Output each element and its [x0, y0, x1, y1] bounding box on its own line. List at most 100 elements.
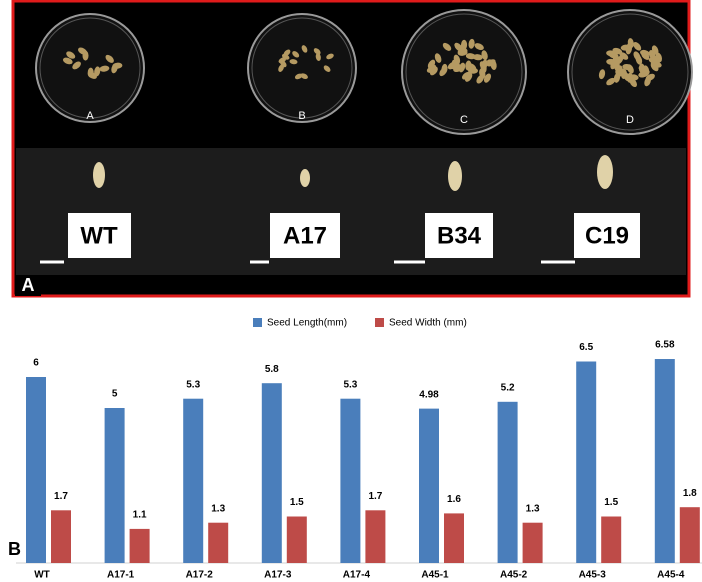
- seed: [483, 73, 492, 83]
- bar: [419, 408, 439, 563]
- dishes: A B C D: [35, 9, 693, 191]
- line-label: C19: [585, 222, 629, 249]
- x-tick-label: A45-4: [657, 570, 685, 581]
- bar: [340, 398, 361, 563]
- bar: [365, 510, 386, 563]
- seed: [620, 69, 627, 79]
- x-tick-label: A45-3: [579, 570, 607, 581]
- seed: [294, 73, 303, 80]
- line-box: [574, 213, 640, 258]
- petri-rim: [405, 13, 523, 131]
- legend-label: Seed Length(mm): [267, 318, 347, 329]
- seed: [453, 54, 461, 65]
- seed: [480, 63, 487, 74]
- bar: [104, 408, 125, 563]
- seed: [72, 61, 81, 70]
- seed: [63, 57, 73, 65]
- bar: [208, 522, 229, 563]
- value-label: 5.8: [265, 364, 279, 375]
- single-seed: [300, 169, 310, 187]
- seed: [635, 55, 643, 65]
- seed: [283, 49, 291, 57]
- seed: [99, 65, 110, 72]
- bar: [522, 522, 543, 563]
- bar: [261, 383, 282, 563]
- panel-label-bg: [15, 275, 41, 296]
- legend-swatch: [253, 318, 262, 327]
- panel-label: B: [8, 539, 21, 559]
- seed: [323, 65, 331, 72]
- value-label: 1.1: [133, 510, 147, 521]
- seed: [633, 42, 642, 51]
- single-seed: [597, 155, 613, 189]
- seed: [289, 59, 298, 65]
- x-tick-label: A17-4: [343, 570, 371, 581]
- single-seed: [448, 161, 462, 191]
- seed: [66, 51, 76, 59]
- seed: [651, 61, 662, 68]
- seed: [301, 45, 308, 53]
- seed: [612, 54, 619, 65]
- value-label: 5: [112, 389, 118, 400]
- seed: [112, 62, 123, 69]
- seed: [481, 50, 488, 61]
- seed: [326, 53, 334, 60]
- value-label: 4.98: [419, 389, 439, 400]
- dish-label: D: [626, 114, 634, 126]
- x-tick-label: A45-1: [421, 570, 449, 581]
- seed: [627, 38, 634, 49]
- seed: [461, 39, 468, 50]
- value-label: 1.6: [447, 494, 461, 505]
- x-tick-label: A45-2: [500, 570, 528, 581]
- bar: [654, 359, 675, 563]
- petri-rim: [251, 17, 353, 119]
- line-label: A17: [283, 222, 327, 249]
- seed: [454, 42, 463, 52]
- seed: [467, 63, 477, 71]
- seed: [429, 66, 438, 76]
- value-label: 1.7: [368, 491, 382, 502]
- value-label: 6.5: [579, 342, 593, 353]
- seed: [292, 51, 300, 58]
- value-label: 1.5: [604, 497, 618, 508]
- seed: [628, 74, 639, 81]
- seed: [613, 72, 621, 83]
- line-label: B34: [437, 222, 482, 249]
- bar: [444, 513, 464, 563]
- seed: [458, 62, 466, 73]
- value-label: 1.3: [211, 503, 225, 514]
- seed: [598, 69, 606, 80]
- seed: [644, 76, 651, 87]
- chart: Seed Length(mm) 6 5 5.3 5.8 5.3 4.98 5.2 6.5 6.58…: [26, 318, 700, 581]
- value-label: 1.7: [54, 491, 68, 502]
- dish-label: B: [298, 110, 305, 122]
- seed: [606, 77, 616, 86]
- x-tick-label: A17-2: [186, 570, 214, 581]
- dish-label: A: [86, 110, 94, 122]
- line-box: [270, 213, 340, 258]
- bar: [26, 377, 46, 563]
- seed: [642, 65, 650, 76]
- petri-dish: [247, 13, 357, 123]
- value-label: 5.3: [186, 379, 200, 390]
- line-label: WT: [80, 222, 118, 249]
- seed: [641, 51, 650, 60]
- seed: [313, 48, 321, 55]
- value-label: 1.3: [526, 503, 540, 514]
- seed: [94, 66, 101, 77]
- seed: [612, 47, 623, 55]
- seed: [474, 43, 484, 51]
- petri-rim: [571, 13, 689, 131]
- line-box: [68, 213, 131, 258]
- panel-label: A: [22, 275, 35, 295]
- bar: [497, 401, 518, 563]
- value-label: 6.58: [655, 340, 675, 351]
- petri-dish: [401, 9, 527, 135]
- bar: [679, 507, 700, 563]
- x-tick-label: WT: [34, 570, 50, 581]
- seed: [280, 60, 287, 68]
- seed: [486, 59, 497, 67]
- value-label: 5.2: [501, 382, 515, 393]
- seed: [442, 42, 452, 51]
